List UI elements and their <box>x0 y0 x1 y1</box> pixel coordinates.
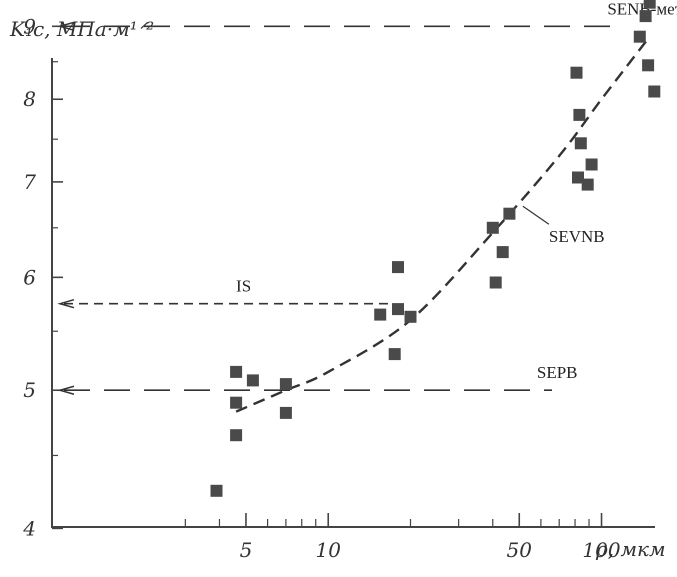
reference-line-label: IS <box>236 277 251 296</box>
data-point <box>570 66 583 79</box>
y-tick-label: 5 <box>23 378 36 402</box>
x-axis-title: ρ, мкм <box>595 537 666 561</box>
plot-frame <box>51 58 655 528</box>
data-point <box>574 137 587 150</box>
reference-line-label: SEPB <box>537 363 578 382</box>
data-point <box>573 108 586 121</box>
data-point <box>581 178 594 191</box>
data-point <box>639 10 652 23</box>
data-point <box>648 85 661 98</box>
data-point <box>246 374 259 387</box>
y-tick-label: 9 <box>23 14 36 38</box>
y-tick-label: 7 <box>23 170 36 194</box>
data-point <box>643 0 656 9</box>
points-layer <box>210 0 661 497</box>
data-point <box>279 406 292 419</box>
reference-arrow <box>57 385 75 395</box>
data-point <box>642 59 655 72</box>
annotation-leader <box>522 205 550 225</box>
trend-curve <box>235 35 651 413</box>
data-point <box>230 396 243 409</box>
data-point <box>230 429 243 442</box>
annotations-layer: SEVNB <box>522 205 605 246</box>
ticks-layer <box>52 25 603 530</box>
x-tick-label: 50 <box>507 538 533 562</box>
y-axis-title: K₁c, МПа·м¹ᐟ² <box>9 17 154 41</box>
reference-line-label: SENB-метод <box>607 0 677 18</box>
x-tick-label: 5 <box>240 538 253 562</box>
data-point <box>374 308 387 321</box>
data-point <box>503 207 516 220</box>
data-point <box>486 221 499 234</box>
data-point <box>392 303 404 316</box>
data-point <box>392 261 404 274</box>
reference-arrow <box>57 298 75 309</box>
y-tick-label: 4 <box>22 516 36 540</box>
data-point <box>572 171 584 184</box>
y-tick-label: 8 <box>23 87 36 111</box>
data-point <box>633 30 646 43</box>
data-point <box>388 348 401 361</box>
annotation-label: SEVNB <box>549 227 605 246</box>
data-point <box>230 365 243 378</box>
data-point <box>489 276 502 289</box>
tick-labels-layer: 4567891051050100 <box>22 14 621 562</box>
data-point <box>210 484 223 497</box>
data-point <box>585 158 598 171</box>
reference-lines-layer: SENB-метод IS SEPB <box>57 0 677 395</box>
x-tick-label: 10 <box>316 538 342 562</box>
data-point <box>279 378 292 391</box>
trend-layer <box>235 35 651 413</box>
y-tick-label: 6 <box>23 265 36 289</box>
reference-arrow <box>57 21 75 32</box>
data-point <box>404 310 417 323</box>
x-tick-label: 100 <box>582 538 620 562</box>
data-point <box>496 246 509 259</box>
